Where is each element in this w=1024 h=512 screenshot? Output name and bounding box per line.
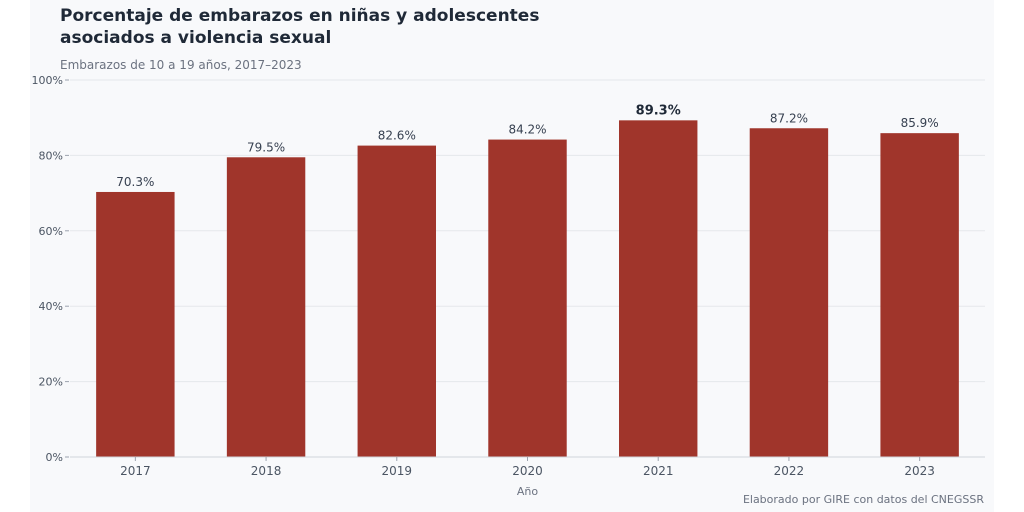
x-axis: 2017 2018 2019 2020 2021 2022 2023 xyxy=(70,456,985,478)
x-tick-label-2020: 2020 xyxy=(512,464,543,478)
value-label-2022: 87.2% xyxy=(770,111,808,125)
source-note: Elaborado por GIRE con datos del CNEGSSR xyxy=(742,493,984,506)
x-tick-label-2022: 2022 xyxy=(774,464,805,478)
x-axis-label: Año xyxy=(517,485,538,498)
value-label-2023: 85.9% xyxy=(901,116,939,130)
y-tick-label: 20% xyxy=(39,376,63,389)
x-tick-label-2019: 2019 xyxy=(382,464,413,478)
value-label-2020: 84.2% xyxy=(508,123,546,137)
y-tick-label: 0% xyxy=(46,451,63,464)
value-labels: 70.3% 79.5% 82.6% 84.2% 89.3% 87.2% 85.9% xyxy=(116,103,938,189)
y-tick-label: 60% xyxy=(39,225,63,238)
value-label-2019: 82.6% xyxy=(378,129,416,143)
bar-2022 xyxy=(749,128,829,458)
bars xyxy=(96,120,959,458)
y-tick-label: 80% xyxy=(39,149,63,162)
bar-2020 xyxy=(488,139,567,458)
chart-subtitle: Embarazos de 10 a 19 años, 2017–2023 xyxy=(60,58,302,72)
x-tick-label-2021: 2021 xyxy=(643,464,674,478)
bar-2023 xyxy=(880,133,959,458)
chart-title: Porcentaje de embarazos en niñas y adole… xyxy=(60,6,540,48)
x-tick-label-2023: 2023 xyxy=(904,464,935,478)
value-label-2017: 70.3% xyxy=(116,175,154,189)
value-label-2018: 79.5% xyxy=(247,140,285,154)
bar-2021 xyxy=(619,120,698,458)
value-label-2021: 89.3% xyxy=(636,103,681,118)
x-tick-label-2018: 2018 xyxy=(251,464,282,478)
y-tick-label: 40% xyxy=(39,300,63,313)
bar-2018 xyxy=(226,157,306,457)
x-tick-label-2017: 2017 xyxy=(120,464,151,478)
bar-2019 xyxy=(357,145,436,457)
y-tick-label: 100% xyxy=(32,74,63,87)
y-axis: 0% 20% 40% 60% 80% 100% xyxy=(32,74,69,464)
bar-2017 xyxy=(96,191,175,457)
